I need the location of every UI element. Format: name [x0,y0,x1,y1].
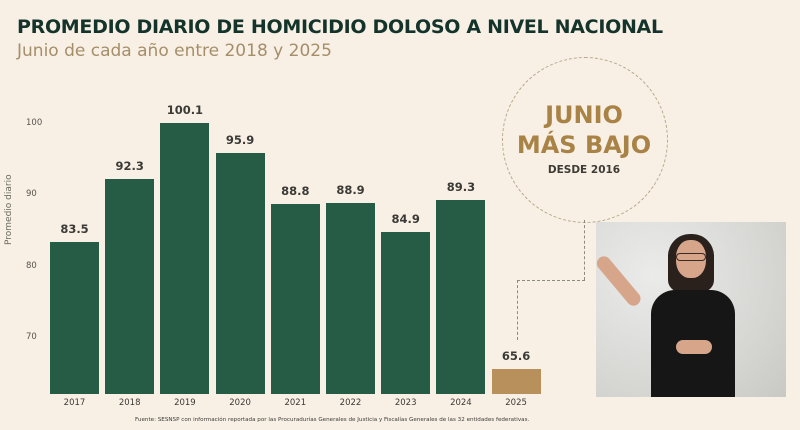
y-axis-label: Promedio diario [4,174,14,245]
y-tick-label: 80 [26,260,37,271]
sign-language-interpreter-video [596,222,786,397]
bar-value-label: 65.6 [501,349,531,364]
y-tick-label: 90 [26,189,37,200]
x-tick-label: 2023 [394,398,417,408]
callout-circle [502,57,668,223]
bar-2024 [436,200,486,394]
bar-value-label: 88.8 [281,183,310,198]
x-tick-label: 2022 [339,398,362,408]
bar-value-label: 92.3 [115,158,144,173]
interpreter-figure [676,340,712,354]
x-tick-label: 2019 [174,398,196,408]
x-tick-label: 2017 [63,398,86,408]
bar-value-label: 84.9 [391,211,420,226]
callout-connector [517,280,518,340]
callout-line3: DESDE 2016 [547,164,621,176]
interpreter-figure [676,240,706,278]
callout-connector [517,280,585,281]
bar-2025 [491,369,541,394]
chart-subtitle: Junio de cada año entre 2018 y 2025 [17,41,332,61]
bar-value-label: 100.1 [166,103,204,118]
interpreter-figure [676,253,706,261]
callout-line1: JUNIO [545,101,623,129]
x-tick-label: 2024 [450,398,472,408]
y-tick-label: 100 [26,118,43,128]
bar-value-label: 95.9 [225,133,255,148]
x-tick-label: 2020 [229,398,251,408]
bar-value-label: 89.3 [446,180,476,195]
x-tick-label: 2018 [118,398,141,408]
bar-2022 [326,203,375,394]
y-tick-label: 70 [26,332,37,342]
chart-title: PROMEDIO DIARIO DE HOMICIDIO DOLOSO A NI… [17,16,663,38]
source-note: Fuente: SESNSP con información reportada… [135,417,530,423]
bar-2023 [381,231,431,394]
callout-connector [584,220,585,280]
x-tick-label: 2021 [284,398,307,408]
interpreter-figure [596,253,644,309]
bar-2018 [105,178,155,394]
bar-2020 [215,153,265,394]
bar-value-label: 88.9 [336,183,365,198]
bar-value-label: 83.5 [60,221,89,236]
bar-2019 [160,123,210,394]
bar-2021 [270,203,320,394]
x-tick-label: 2025 [505,398,527,408]
callout-line2: MÁS BAJO [516,131,652,159]
bar-2017 [50,241,99,394]
